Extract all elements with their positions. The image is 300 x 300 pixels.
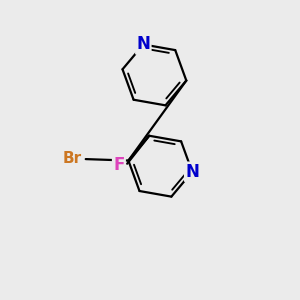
Text: N: N [136,35,150,53]
Text: N: N [185,163,199,181]
Text: F: F [113,156,124,174]
Text: Br: Br [63,151,82,166]
